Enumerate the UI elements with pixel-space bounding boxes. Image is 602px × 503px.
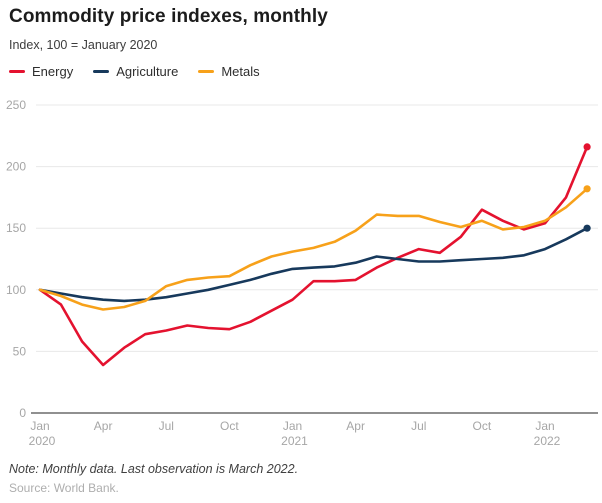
legend-label: Agriculture: [116, 64, 179, 79]
legend-item-metals: Metals: [198, 64, 260, 79]
y-axis-tick-label: 200: [6, 160, 26, 174]
x-axis-tick-year-label: 2022: [534, 434, 561, 448]
line-agriculture: [38, 226, 589, 303]
x-axis-tick-label: Jul: [159, 419, 174, 433]
y-axis-tick-label: 250: [6, 98, 26, 112]
x-axis-tick-label: Oct: [220, 419, 239, 433]
chart-note: Note: Monthly data. Last observation is …: [9, 462, 299, 476]
x-axis-tick-year-label: 2020: [29, 434, 56, 448]
legend: Energy Agriculture Metals: [9, 64, 260, 79]
y-axis-tick-label: 150: [6, 221, 26, 235]
end-dot-agriculture: [583, 224, 591, 232]
x-axis-tick-year-label: 2021: [281, 434, 308, 448]
chart-source: Source: World Bank.: [9, 481, 119, 495]
x-axis-tick-label: Jan: [283, 419, 302, 433]
end-dot-energy: [583, 143, 591, 151]
x-axis-tick-label: Oct: [473, 419, 492, 433]
chart-subtitle: Index, 100 = January 2020: [9, 38, 158, 52]
legend-label: Metals: [221, 64, 260, 79]
agriculture-line-swatch-icon: [93, 70, 110, 73]
legend-item-agriculture: Agriculture: [93, 64, 178, 79]
x-axis-tick-label: Jan: [30, 419, 49, 433]
x-axis-tick-label: Apr: [346, 419, 365, 433]
metals-line-swatch-icon: [198, 70, 215, 73]
line-energy: [38, 145, 589, 367]
x-axis-tick-label: Apr: [94, 419, 113, 433]
y-axis-tick-label: 0: [19, 406, 26, 420]
y-axis-tick-label: 100: [6, 283, 26, 297]
page-title: Commodity price indexes, monthly: [9, 6, 328, 27]
line-chart: 0 50 100 150 200 250 Jan 2020 Apr Jul Oct Jan 2021 Ap…: [0, 95, 602, 453]
y-axis-tick-label: 50: [13, 344, 27, 358]
energy-line-swatch-icon: [9, 70, 25, 73]
x-axis-tick-label: Jan: [535, 419, 554, 433]
line-metals: [38, 187, 589, 311]
legend-label: Energy: [32, 64, 74, 79]
x-axis-tick-label: Jul: [411, 419, 426, 433]
end-dot-metals: [583, 185, 591, 193]
legend-item-energy: Energy: [9, 64, 73, 79]
